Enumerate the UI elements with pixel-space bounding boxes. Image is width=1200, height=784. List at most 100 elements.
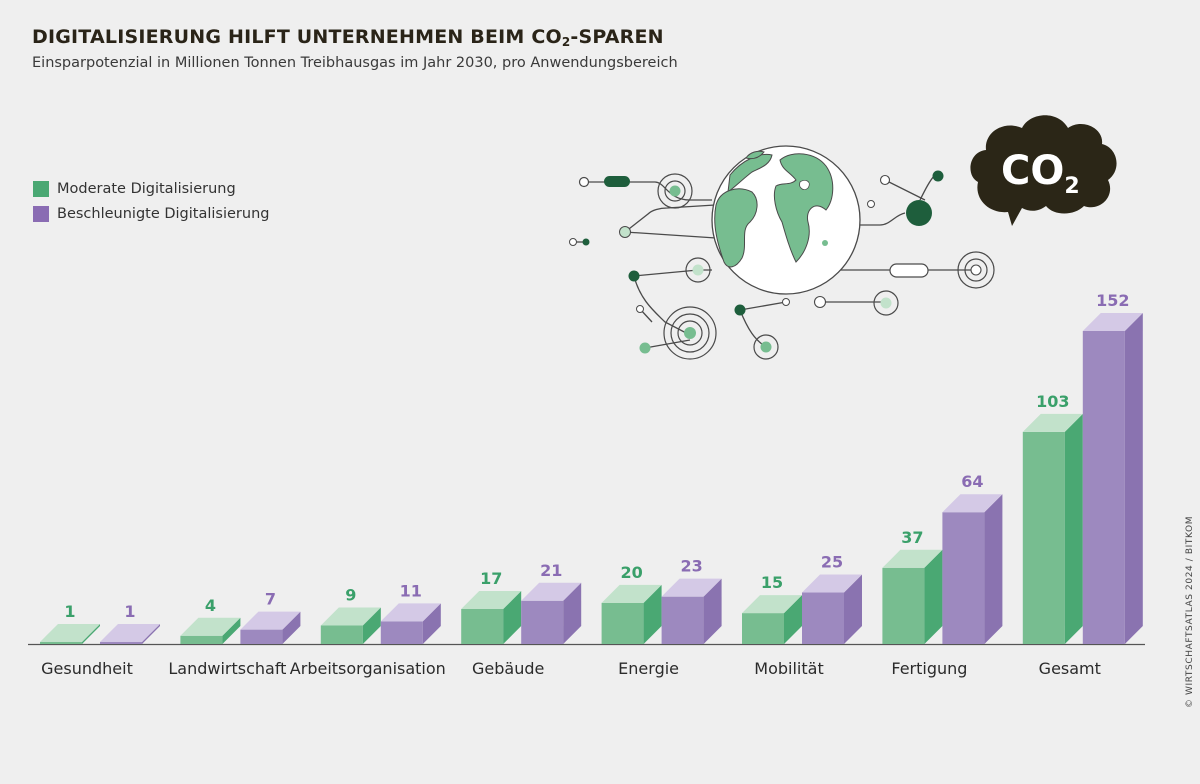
bar-top [1022, 413, 1083, 432]
legend-swatch-moderate [33, 180, 49, 197]
data-label-beschleunigt-7: 152 [1096, 291, 1129, 310]
bar-side [924, 549, 943, 644]
legend: Moderate Digitalisierung Beschleunigte D… [33, 176, 269, 226]
bar-beschleunigt-7 [1082, 313, 1143, 644]
data-label-beschleunigt-2: 11 [400, 581, 422, 600]
bar-moderate-3 [461, 590, 522, 644]
bar-top [461, 590, 522, 609]
globe-nodes [569, 170, 995, 360]
data-label-moderate-4: 20 [620, 563, 642, 582]
bar-side [784, 595, 802, 644]
data-label-beschleunigt-4: 23 [680, 557, 702, 576]
bar-top [742, 595, 802, 614]
legend-label-moderate: Moderate Digitalisierung [57, 180, 236, 197]
bar-front [661, 596, 704, 644]
bar-side [563, 582, 582, 644]
co2-text: CO2 [1001, 148, 1080, 199]
bar-moderate-6 [882, 549, 943, 644]
bar-front [380, 621, 423, 644]
bar-beschleunigt-1 [240, 611, 301, 644]
bar-side [1124, 313, 1143, 644]
data-label-beschleunigt-6: 64 [961, 472, 983, 491]
legend-item-moderate: Moderate Digitalisierung [33, 176, 269, 201]
category-label-3: Gebäude [472, 659, 544, 678]
bar-front [942, 512, 985, 644]
bar-front [521, 600, 564, 644]
bar-front [742, 613, 784, 644]
bar-front [320, 625, 363, 644]
bar-top [380, 603, 441, 622]
bar-top [802, 574, 862, 593]
legend-label-beschleunigt: Beschleunigte Digitalisierung [57, 205, 270, 222]
bar-moderate-5 [742, 595, 802, 644]
bar-side [643, 584, 662, 644]
bar-side [222, 617, 241, 644]
credit-text: © WIRTSCHAFTSATLAS 2024 / BITKOM [1185, 515, 1195, 709]
bar-side [844, 574, 862, 644]
bar-beschleunigt-3 [521, 582, 582, 644]
globe-icon [711, 145, 861, 295]
bar-beschleunigt-4 [661, 578, 722, 644]
bar-side [282, 611, 301, 644]
bar-moderate-1 [180, 617, 241, 644]
bar-front [1022, 431, 1065, 644]
legend-item-beschleunigt: Beschleunigte Digitalisierung [33, 201, 269, 226]
bar-top [882, 549, 943, 568]
bar-front [802, 592, 844, 644]
bar-top [240, 611, 301, 630]
category-label-7: Gesamt [1039, 659, 1101, 678]
bar-top [1082, 313, 1143, 331]
data-label-moderate-2: 9 [345, 585, 356, 604]
co2-cloud-icon: CO2 [970, 115, 1117, 226]
data-label-beschleunigt-1: 7 [265, 590, 276, 609]
bar-top [40, 623, 100, 642]
bar-side [142, 623, 160, 644]
chart-title: DIGITALISIERUNG HILFT UNTERNEHMEN BEIM C… [32, 26, 664, 49]
bar-top [661, 578, 722, 597]
data-label-beschleunigt-3: 21 [540, 561, 562, 580]
bar-top [180, 617, 241, 636]
legend-swatch-beschleunigt [33, 205, 49, 222]
bar-front [461, 608, 504, 644]
bar-side [703, 578, 722, 644]
bar-front [1082, 331, 1125, 644]
data-label-beschleunigt-5: 25 [821, 553, 843, 572]
bar-moderate-0 [40, 623, 100, 644]
category-label-4: Energie [618, 659, 679, 678]
bar-side [503, 590, 522, 644]
bar-moderate-7 [1022, 413, 1083, 644]
data-label-moderate-1: 4 [205, 596, 216, 615]
bar-beschleunigt-5 [802, 574, 862, 644]
bar-moderate-4 [601, 584, 662, 644]
bar-beschleunigt-2 [380, 603, 441, 644]
bar-top [100, 623, 160, 642]
bar-side [422, 603, 441, 644]
credit: © WIRTSCHAFTSATLAS 2024 / BITKOM [1184, 472, 1196, 752]
bar-moderate-2 [320, 607, 381, 644]
data-label-moderate-5: 15 [761, 573, 783, 592]
category-label-6: Fertigung [891, 659, 967, 678]
data-label-moderate-7: 103 [1036, 392, 1069, 411]
bar-side [1064, 413, 1083, 644]
bar-top [942, 494, 1003, 513]
bar-front [601, 602, 644, 644]
bar-beschleunigt-6 [942, 494, 1003, 644]
bar-side [362, 607, 381, 644]
bar-front [40, 641, 82, 644]
bar-top [521, 582, 582, 601]
bar-side [984, 494, 1003, 644]
data-label-beschleunigt-0: 1 [124, 602, 135, 621]
bar-side [82, 623, 100, 644]
bar-front [180, 635, 223, 644]
bar-front [240, 629, 283, 644]
chart-subtitle: Einsparpotenzial in Millionen Tonnen Tre… [32, 55, 678, 71]
category-label-1: Landwirtschaft [168, 659, 286, 678]
bar-front [882, 567, 925, 644]
bar-top [320, 607, 381, 626]
data-label-moderate-3: 17 [480, 569, 502, 588]
bar-beschleunigt-0 [100, 623, 160, 644]
bar-front [100, 641, 142, 644]
category-label-2: Arbeitsorganisation [290, 659, 446, 678]
